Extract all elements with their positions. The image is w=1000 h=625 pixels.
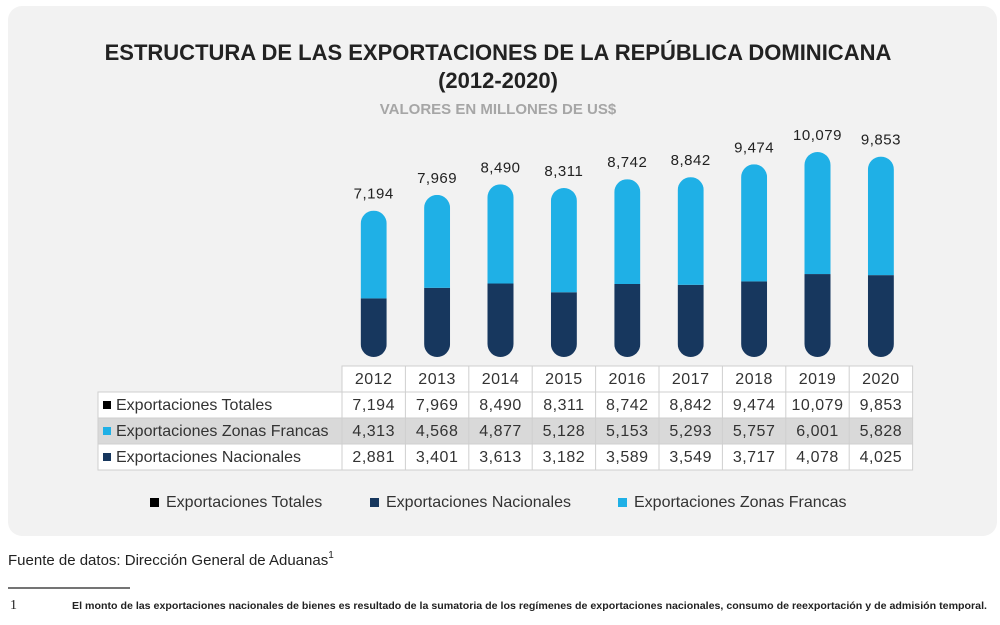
bar-stack (487, 184, 514, 357)
table-header: 2018 (735, 371, 773, 388)
table-cell: 8,311 (543, 397, 584, 414)
source-ref: 1 (328, 550, 334, 561)
table-cell: 3,589 (606, 449, 649, 466)
bar-segment (804, 274, 831, 357)
bar-stack (614, 179, 641, 357)
bar-stack (867, 156, 894, 357)
table-header: 2015 (545, 371, 583, 388)
table-cell: 7,194 (352, 397, 395, 414)
bar-segment (677, 177, 704, 285)
table-header: 2020 (862, 371, 900, 388)
table-row-bg (97, 443, 914, 471)
bar-segment (867, 156, 894, 276)
bar-stack (741, 164, 768, 357)
bar-segment (614, 284, 641, 357)
bar-segment (487, 184, 514, 284)
total-label: 8,490 (480, 159, 520, 176)
table-header: 2014 (482, 371, 520, 388)
total-label: 8,842 (671, 152, 711, 169)
bar-segment (550, 187, 577, 293)
bar-segment (741, 281, 768, 357)
bar-segment (741, 164, 768, 282)
total-label: 8,742 (607, 154, 647, 171)
total-label: 7,194 (354, 186, 394, 203)
bar-segment (360, 210, 387, 299)
total-label: 9,474 (734, 139, 774, 156)
bar-segment (424, 194, 451, 288)
table-cell: 5,757 (733, 423, 776, 440)
table-header: 2012 (355, 371, 393, 388)
total-label: 8,311 (544, 163, 583, 180)
table-cell: 8,842 (669, 397, 712, 414)
bar-segment (867, 275, 894, 357)
table-cell: 4,313 (352, 423, 395, 440)
table-cell: 3,613 (479, 449, 522, 466)
table-cell: 4,078 (796, 449, 839, 466)
bar-stack (424, 194, 451, 357)
table-cell: 3,717 (733, 449, 776, 466)
bar-segment (487, 283, 514, 357)
table-row-label: Exportaciones Zonas Francas (116, 423, 329, 440)
bar-stack (360, 210, 387, 357)
bar-segment (804, 152, 831, 275)
legend-swatch (618, 498, 627, 507)
table-cell: 5,293 (669, 423, 712, 440)
table-cell: 5,828 (860, 423, 903, 440)
bar-stack (550, 187, 577, 357)
table-header-bg (341, 365, 914, 393)
table-key (103, 453, 111, 461)
table-cell: 2,881 (352, 449, 395, 466)
table-cell: 4,568 (416, 423, 459, 440)
legend-label: Exportaciones Zonas Francas (634, 494, 847, 511)
bar-segment (360, 298, 387, 357)
table-header: 2019 (799, 371, 837, 388)
table-cell: 8,490 (479, 397, 522, 414)
legend-label: Exportaciones Nacionales (386, 494, 571, 511)
total-label: 10,079 (793, 127, 842, 144)
footnote-text: El monto de las exportaciones nacionales… (72, 600, 987, 612)
table-cell: 4,877 (479, 423, 522, 440)
bar-segment (550, 292, 577, 357)
table-key (103, 401, 111, 409)
table-cell: 7,969 (416, 397, 459, 414)
table-cell: 3,401 (416, 449, 459, 466)
footnote-number: 1 (10, 598, 17, 613)
table-header: 2017 (672, 371, 710, 388)
legend-label: Exportaciones Totales (166, 494, 322, 511)
table-row-label: Exportaciones Nacionales (116, 449, 301, 466)
table-header: 2016 (609, 371, 647, 388)
table-cell: 8,742 (606, 397, 649, 414)
chart-subtitle: VALORES EN MILLONES DE US$ (380, 101, 617, 118)
table-header: 2013 (418, 371, 456, 388)
table-cell: 3,182 (543, 449, 586, 466)
table-row-bg (97, 417, 914, 445)
bar-stack (804, 152, 831, 357)
bar-segment (677, 284, 704, 357)
source: Fuente de datos: Dirección General de Ad… (8, 550, 334, 569)
bar-segment (424, 287, 451, 357)
table-cell: 5,128 (543, 423, 586, 440)
table-row-label: Exportaciones Totales (116, 397, 272, 414)
table-cell: 4,025 (860, 449, 903, 466)
table-cell: 10,079 (792, 397, 844, 414)
bar-stack (677, 177, 704, 357)
total-label: 9,853 (861, 132, 901, 149)
table-cell: 6,001 (796, 423, 839, 440)
total-label: 7,969 (417, 170, 457, 187)
legend-swatch (370, 498, 379, 507)
source-text: Fuente de datos: Dirección General de Ad… (8, 552, 328, 569)
table-cell: 3,549 (669, 449, 712, 466)
table-cell: 5,153 (606, 423, 649, 440)
chart-title-line2: (2012-2020) (438, 68, 558, 93)
table-cell: 9,853 (860, 397, 903, 414)
chart-title: ESTRUCTURA DE LAS EXPORTACIONES DE LA RE… (105, 40, 892, 65)
table-cell: 9,474 (733, 397, 776, 414)
table-key (103, 427, 111, 435)
legend-swatch (150, 498, 159, 507)
bar-segment (614, 179, 641, 285)
